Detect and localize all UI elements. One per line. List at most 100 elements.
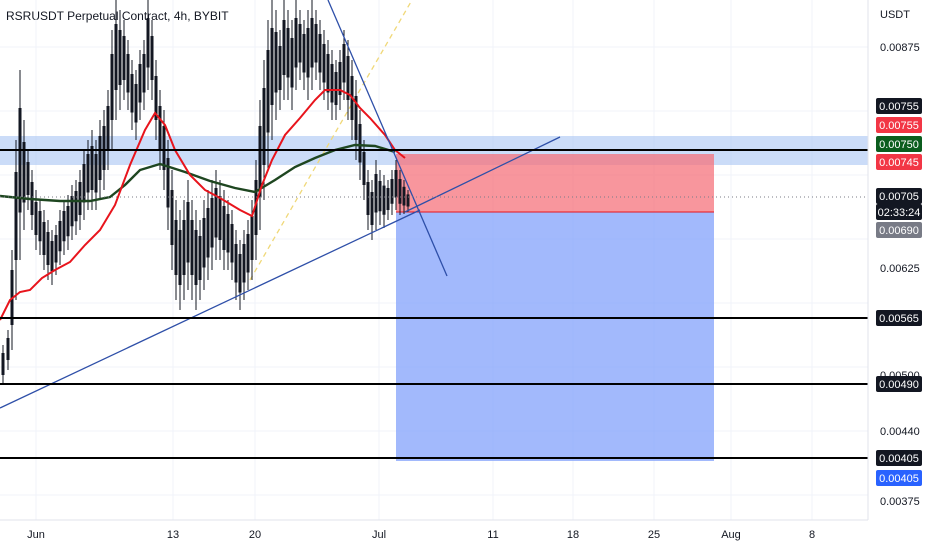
candle-body [402,186,406,206]
target-zone[interactable] [396,212,714,461]
candle-body [114,24,118,90]
candle-body [182,220,186,275]
stop-zone[interactable] [396,154,714,212]
candle-body [242,244,246,283]
candle-body [122,36,126,80]
candle-body [126,54,130,93]
axis-currency-label: USDT [880,9,910,21]
candle-body [22,142,26,203]
candle-body [206,208,210,258]
candle-body [74,191,78,222]
candle-body [86,154,90,193]
candle-body [326,54,330,93]
candle-body [386,188,390,210]
candle-body [50,241,54,272]
candle-body [338,62,342,95]
candle-body [374,174,378,213]
time-tick: Jun [27,529,45,541]
price-tag-label: 0.00405 [879,473,919,485]
price-tag-bg [876,117,922,133]
candle-body [330,64,334,103]
price-tag-bg [876,470,922,486]
candle-body [406,194,410,207]
candle-body [266,50,270,133]
time-tick: 20 [249,529,261,541]
candles [1,0,410,385]
candle-body [14,172,18,260]
candle-body [66,206,70,237]
candle-body [78,182,82,215]
time-tick: 13 [167,529,179,541]
candle-body [362,152,366,185]
candle-body [198,236,202,280]
candle-body [254,180,258,235]
candle-body [134,84,138,123]
candle-body [398,179,402,204]
falling-trendline [327,0,448,277]
candle-body [210,198,214,248]
rising-trendline [0,209,421,409]
candle-body [190,220,194,275]
time-tick: 18 [567,529,579,541]
candle-body [230,224,234,263]
candle-body [70,196,74,227]
candle-body [354,96,358,140]
price-tag-bg [876,450,922,466]
candle-body [394,170,398,198]
candle-body [34,202,38,235]
candle-body [194,230,198,285]
price-tag-label: 0.00490 [879,379,919,391]
price-tag-label: 0.00755 [879,101,919,113]
time-tick: Aug [721,529,741,541]
candle-body [110,54,114,120]
candle-body [150,36,154,80]
candle-body [226,214,230,253]
candle-body [154,76,158,120]
candle-body [202,218,206,268]
candle-body [26,162,30,195]
price-tag-bg [876,376,922,392]
candle-body [162,126,166,170]
candle-body [178,230,182,285]
price-tick: 0.00375 [880,496,920,508]
candle-body [290,38,294,88]
candle-body [6,338,10,360]
candle-body [142,54,146,93]
candle-body [38,211,42,242]
candle-body [82,164,86,203]
candle-body [118,30,122,85]
candle-body [278,46,282,90]
price-tag-label: 0.00690 [879,225,919,237]
candle-body [46,232,50,265]
price-tag-bg [876,98,922,114]
candle-body [146,18,150,68]
candle-body [262,88,266,165]
candle-body [62,211,66,242]
candle-body [106,106,110,150]
time-tick: Jul [372,529,386,541]
price-tag-bg [876,136,922,152]
candle-body [314,24,318,63]
candle-body [246,234,250,273]
candle-body [294,18,298,68]
candle-body [138,64,142,103]
candle-body [286,28,290,78]
price-tag-bg [876,204,922,220]
ma-fast-line [0,89,406,321]
candle-body [250,216,254,260]
candle-body [102,126,106,170]
candle-body [234,244,238,283]
candle-body [382,185,386,215]
candle-body [222,206,226,250]
candle-body [42,222,46,255]
candle-body [1,353,5,375]
candle-body [258,126,262,198]
price-tag-bg [876,154,922,170]
price-tick: 0.00625 [880,263,920,275]
candle-body [186,202,190,263]
candle-body [318,34,322,73]
candle-body [54,235,58,263]
candle-body [158,106,162,150]
candle-body [90,146,94,190]
